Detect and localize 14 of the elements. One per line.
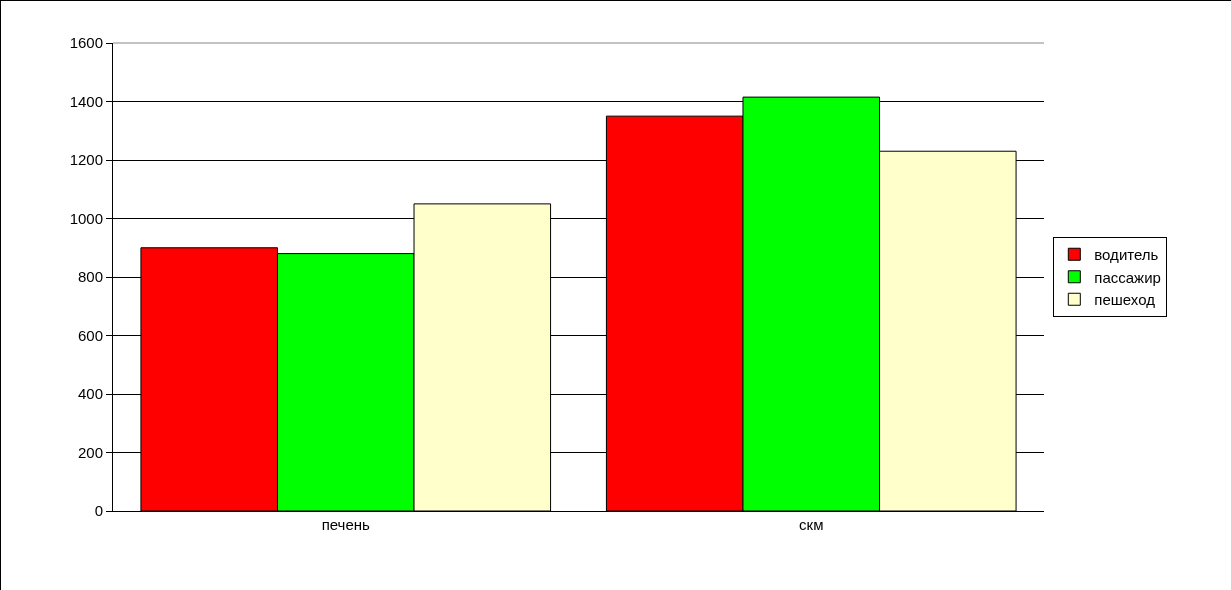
y-tick-label: 0 <box>94 502 103 520</box>
legend-label: пешеход <box>1094 291 1156 309</box>
y-tick-label: 800 <box>77 268 103 286</box>
legend-label: пассажир <box>1094 268 1161 286</box>
y-tick-label: 1000 <box>69 209 103 227</box>
y-tick-label: 1400 <box>69 92 103 110</box>
y-tick-label: 200 <box>77 443 103 461</box>
y-tick-label: 400 <box>77 385 103 403</box>
y-tick-label: 1600 <box>69 34 103 52</box>
x-tick-label: печень <box>321 516 371 533</box>
x-tick-label: скм <box>799 516 824 533</box>
legend-label: водитель <box>1094 246 1159 264</box>
y-tick-label: 600 <box>77 326 103 344</box>
y-tick-label: 1200 <box>69 151 103 169</box>
